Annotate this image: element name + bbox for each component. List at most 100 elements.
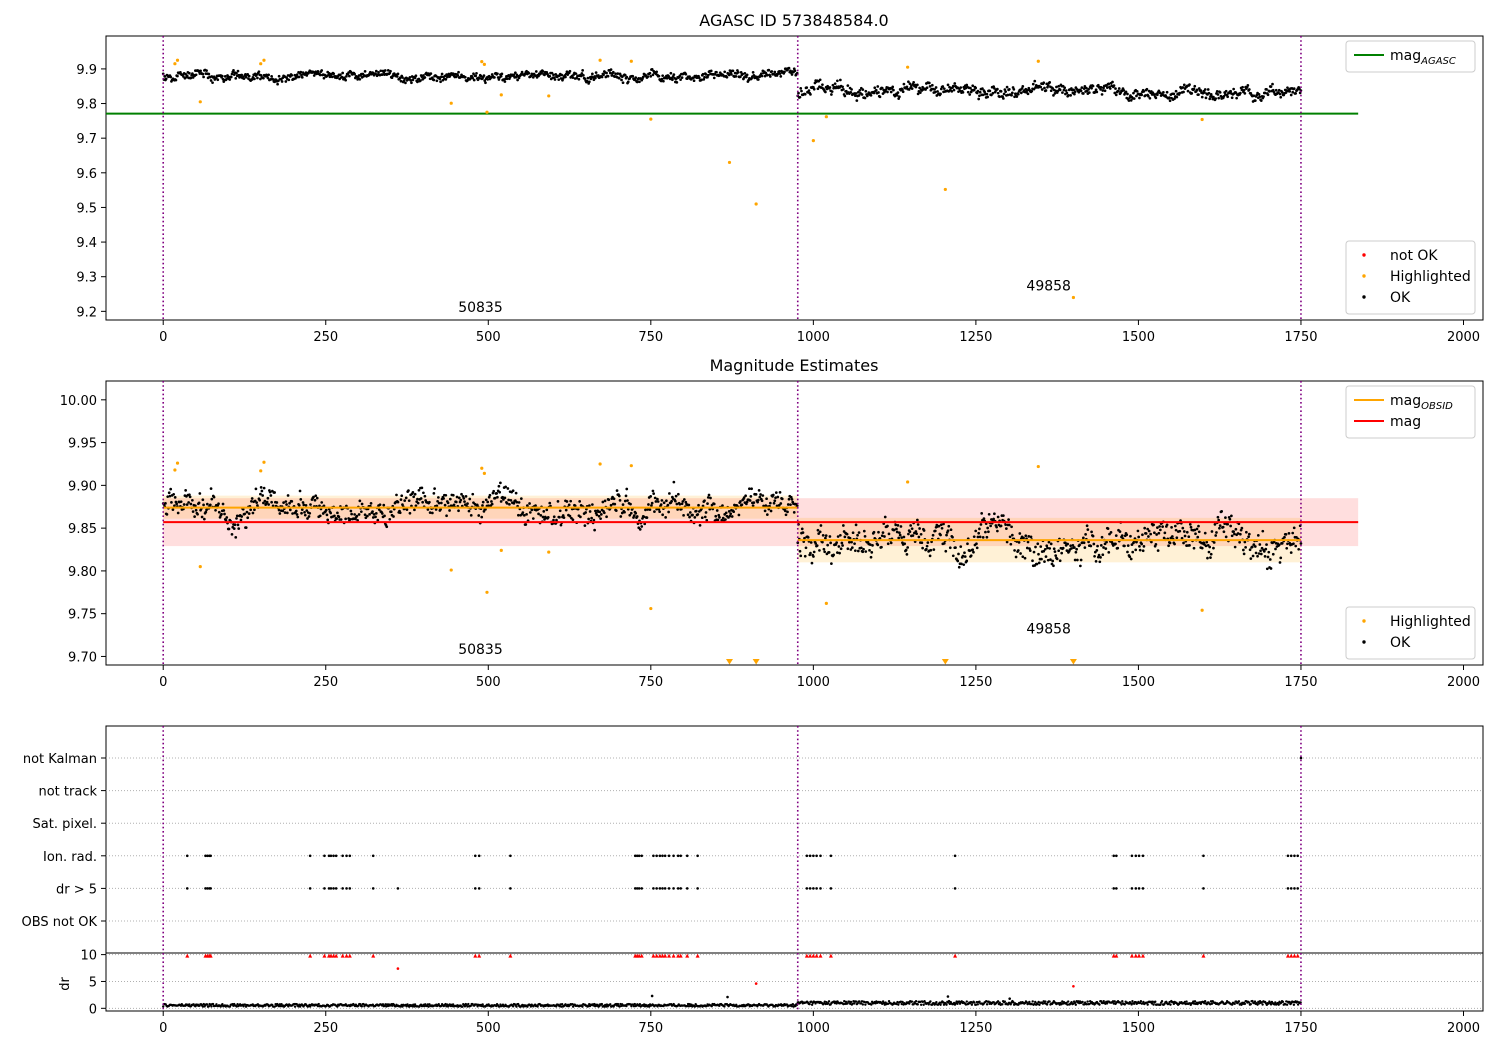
ok-point xyxy=(661,513,665,517)
ok-point xyxy=(1127,99,1131,102)
ok-point xyxy=(1188,543,1191,547)
ok-point xyxy=(963,555,967,558)
ok-point xyxy=(1268,90,1271,93)
ok-point xyxy=(1183,534,1187,538)
ok-point xyxy=(210,497,214,501)
ok-point xyxy=(437,501,441,505)
ok-point xyxy=(800,527,804,531)
ok-point xyxy=(839,78,842,82)
ok-point xyxy=(748,487,751,491)
ok-point xyxy=(475,71,478,75)
ok-point xyxy=(296,515,300,519)
flag-point xyxy=(655,854,658,858)
ok-point xyxy=(1058,559,1062,563)
ok-point xyxy=(227,527,231,531)
ok-point xyxy=(830,93,833,96)
ok-point xyxy=(1008,535,1012,539)
ok-point xyxy=(1099,544,1103,547)
ok-point xyxy=(167,491,171,495)
ok-point xyxy=(672,73,676,76)
ok-point xyxy=(911,534,915,537)
flag-point xyxy=(696,854,699,858)
x-tick-label: 0 xyxy=(159,330,167,345)
ok-point xyxy=(288,508,292,512)
ok-point xyxy=(1214,97,1218,100)
ok-point xyxy=(1062,88,1066,92)
ok-point xyxy=(1266,93,1270,97)
ok-point xyxy=(607,498,611,502)
dr-point xyxy=(1130,1003,1133,1006)
ok-point xyxy=(534,74,537,77)
y-tick-label: 9.95 xyxy=(68,437,97,452)
dr-point xyxy=(555,1005,558,1008)
ok-point xyxy=(1182,90,1185,94)
ok-point xyxy=(969,554,973,558)
ok-point xyxy=(1107,550,1111,554)
ok-point xyxy=(929,548,933,552)
flag-point xyxy=(663,854,667,858)
dr-point xyxy=(467,1002,470,1006)
ok-point xyxy=(830,90,834,93)
flag-point xyxy=(953,854,957,858)
ok-point xyxy=(856,549,860,553)
ok-point xyxy=(1077,90,1081,94)
ok-point xyxy=(1203,91,1206,94)
ok-point xyxy=(539,513,543,517)
ok-point xyxy=(410,81,413,85)
ok-point xyxy=(854,523,858,527)
dr-point xyxy=(1045,1003,1049,1006)
flag-point xyxy=(829,887,833,890)
dr-point xyxy=(1028,1000,1031,1004)
dr-point xyxy=(1253,1000,1257,1003)
ok-point xyxy=(1092,542,1096,546)
ok-point xyxy=(981,93,985,97)
ok-point xyxy=(1268,558,1272,561)
highlighted-point xyxy=(906,65,910,69)
flag-point xyxy=(371,887,375,890)
ok-point xyxy=(842,88,845,91)
ok-point xyxy=(1182,530,1186,533)
ok-point xyxy=(829,541,832,545)
ok-point xyxy=(463,503,467,506)
ok-point xyxy=(207,72,211,76)
ok-point xyxy=(640,525,644,528)
ok-point xyxy=(433,487,436,491)
ok-point xyxy=(1087,540,1090,544)
ok-point xyxy=(1023,556,1027,560)
ok-point xyxy=(653,510,656,513)
ok-point xyxy=(993,512,996,516)
dr-point xyxy=(1269,1003,1273,1006)
ok-point xyxy=(616,72,620,75)
dr-clipped-marker xyxy=(678,953,683,958)
x-tick-label: 1000 xyxy=(797,675,830,690)
dr-point xyxy=(1251,999,1254,1003)
dr-point xyxy=(210,1005,213,1008)
dr-point xyxy=(1111,1000,1115,1003)
x-tick-label: 1250 xyxy=(959,675,992,690)
flag-point xyxy=(667,887,671,890)
ok-point xyxy=(930,83,934,87)
legend-label: OK xyxy=(1390,635,1411,651)
ok-point xyxy=(495,492,499,495)
dr-point xyxy=(1142,1000,1145,1004)
ok-point xyxy=(316,69,320,73)
ok-point xyxy=(1147,94,1150,98)
ok-point xyxy=(1233,532,1236,536)
ok-point xyxy=(250,78,254,81)
ok-point xyxy=(462,496,466,500)
ok-point xyxy=(1009,542,1013,546)
ok-point xyxy=(1134,548,1138,552)
ok-point xyxy=(492,489,496,493)
flag-row-label: Ion. rad. xyxy=(43,850,97,865)
ok-point xyxy=(1274,547,1277,551)
highlighted-point xyxy=(173,62,177,66)
ok-point xyxy=(1228,517,1232,521)
dr-clipped-marker xyxy=(334,953,339,958)
ok-point xyxy=(922,529,926,532)
ok-point xyxy=(1013,549,1016,552)
dr-point xyxy=(1203,999,1207,1003)
ok-point xyxy=(895,530,899,534)
ok-point xyxy=(1222,95,1226,98)
ok-point xyxy=(957,552,960,556)
ok-point xyxy=(623,73,627,77)
